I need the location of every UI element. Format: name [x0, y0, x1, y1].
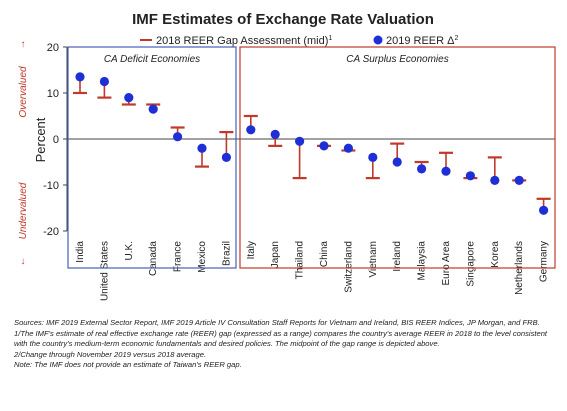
category-label: Germany [539, 241, 550, 282]
category-label: Vietnam [368, 241, 379, 278]
reer-point [246, 125, 256, 135]
group-box-surplus [239, 46, 556, 269]
axes: 20 10 0 -10 -20 India United States U.K. Canada F… [43, 42, 555, 301]
reer-point [148, 104, 158, 114]
footnote-note: Note: The IMF does not provide an estima… [14, 360, 242, 370]
group-boxes: CA Deficit Economies CA Surplus Economies [67, 46, 556, 269]
y-tick-label: -10 [43, 180, 59, 192]
data-marks [73, 72, 551, 215]
group-label-deficit: CA Deficit Economies [104, 54, 200, 65]
side-label-overvalued: Overvalued [18, 66, 29, 118]
chart-svg: IMF Estimates of Exchange Rate Valuation… [18, 11, 556, 301]
category-label: France [173, 241, 184, 273]
reer-point [75, 72, 85, 82]
reer-point [295, 136, 305, 146]
reer-point [343, 143, 353, 153]
reer-point [221, 152, 231, 162]
y-axis-label: Percent [33, 117, 48, 162]
category-label: Brazil [221, 241, 232, 266]
footnote-1: 1/The IMF's estimate of real effective e… [14, 328, 548, 349]
footnote-2: 2/Change through November 2019 versus 20… [14, 349, 207, 359]
category-label: Mexico [197, 241, 208, 273]
side-label-down-arrow: ↓ [21, 256, 26, 267]
side-labels: ↑ Overvalued Undervalued ↓ [18, 39, 29, 267]
reer-point [539, 205, 549, 215]
reer-point [441, 166, 451, 176]
legend-reer-label: 2019 REER Δ2 [386, 35, 459, 47]
legend-reer-swatch [373, 35, 383, 45]
reer-point [197, 143, 207, 153]
group-box-deficit [67, 46, 237, 269]
category-label: Canada [148, 241, 159, 276]
chart-title: IMF Estimates of Exchange Rate Valuation [132, 11, 434, 28]
category-label: Ireland [392, 241, 403, 272]
y-tick-label: -20 [43, 226, 59, 238]
y-tick-label: 10 [47, 88, 59, 100]
category-label: Euro Area [441, 241, 452, 286]
y-tick-label: 0 [53, 134, 59, 146]
reer-point [417, 164, 427, 174]
category-label: U.K. [124, 241, 135, 260]
category-label: Thailand [295, 241, 306, 279]
reer-point [514, 175, 524, 185]
category-label: China [319, 241, 330, 268]
reer-point [99, 76, 109, 87]
reer-point [173, 132, 183, 142]
y-tick-label: 20 [47, 42, 59, 54]
group-label-surplus: CA Surplus Economies [346, 54, 448, 65]
category-label: Switzerland [343, 241, 354, 293]
category-label: Italy [246, 241, 257, 259]
reer-point [319, 141, 329, 151]
reer-point [465, 171, 475, 181]
category-label: Singapore [465, 241, 476, 287]
reer-point [124, 93, 134, 103]
reer-point [368, 152, 378, 162]
footnote-sources: Sources: IMF 2019 External Sector Report… [14, 318, 540, 327]
category-label: United States [99, 241, 110, 301]
reer-point [392, 157, 402, 167]
reer-point [490, 175, 500, 185]
legend: 2018 REER Gap Assessment (mid)1 2019 REE… [140, 35, 459, 47]
category-label: Malaysia [417, 241, 428, 281]
reer-point [270, 129, 280, 139]
legend-gap-label: 2018 REER Gap Assessment (mid)1 [156, 35, 332, 47]
side-label-undervalued: Undervalued [18, 182, 29, 239]
category-label: India [75, 241, 86, 263]
category-label: Japan [270, 241, 281, 268]
side-label-up-arrow: ↑ [21, 39, 26, 50]
category-label: Korea [490, 241, 501, 268]
footnotes: Sources: IMF 2019 External Sector Report… [14, 318, 559, 371]
